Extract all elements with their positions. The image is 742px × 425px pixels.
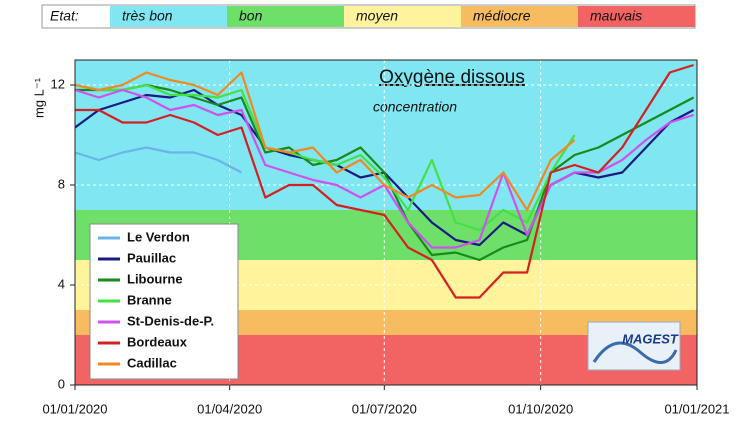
legend-label: Cadillac	[127, 355, 177, 370]
y-tick-label: 4	[58, 276, 65, 291]
logo-text: MAGEST	[622, 331, 679, 346]
logo-wave	[592, 341, 678, 364]
condition-banner: Etat: très bon bon moyen médiocre mauvais	[41, 4, 696, 29]
series-line	[75, 63, 694, 299]
x-tick-label: 01/01/2021	[664, 401, 729, 416]
series-line	[75, 83, 695, 262]
banner-class	[110, 6, 227, 27]
y-axis-label: mg L⁻¹	[31, 77, 46, 118]
legend-label: Pauillac	[127, 250, 176, 265]
banner-class-label: mauvais	[590, 8, 642, 24]
y-tick-label: 8	[58, 176, 65, 191]
banner-class	[344, 6, 461, 27]
banner-class	[461, 6, 578, 27]
banner-class	[227, 6, 344, 27]
series-line	[74, 146, 243, 174]
x-tick-label: 01/04/2020	[197, 401, 262, 416]
banner-class-label: très bon	[122, 8, 173, 24]
legend-label: St-Denis-de-P.	[127, 313, 214, 328]
legend-label: Branne	[127, 292, 172, 307]
chart-subtitle: concentration	[373, 99, 457, 115]
chart-title: Oxygène dissous	[379, 67, 525, 88]
banner-class-label: médiocre	[473, 8, 531, 24]
banner-class-label: moyen	[356, 8, 398, 24]
x-tick-label: 01/07/2020	[352, 401, 417, 416]
legend-label: Bordeaux	[127, 334, 188, 349]
plot-frame	[74, 59, 698, 386]
y-tick-label: 0	[58, 376, 65, 391]
x-tick-label: 01/01/2020	[42, 401, 107, 416]
series-line	[74, 83, 576, 232]
legend: Le Verdon Pauillac Libourne Branne St-Denis-…	[89, 223, 239, 380]
y-tick-label: 12	[51, 76, 65, 91]
banner-class	[578, 6, 695, 27]
legend-label: Libourne	[127, 271, 183, 286]
x-tick-label: 01/10/2020	[508, 401, 573, 416]
series-line	[74, 71, 576, 212]
legend-label: Le Verdon	[127, 229, 190, 244]
banner-class-label: bon	[239, 8, 263, 24]
banner-label: Etat:	[50, 8, 79, 24]
